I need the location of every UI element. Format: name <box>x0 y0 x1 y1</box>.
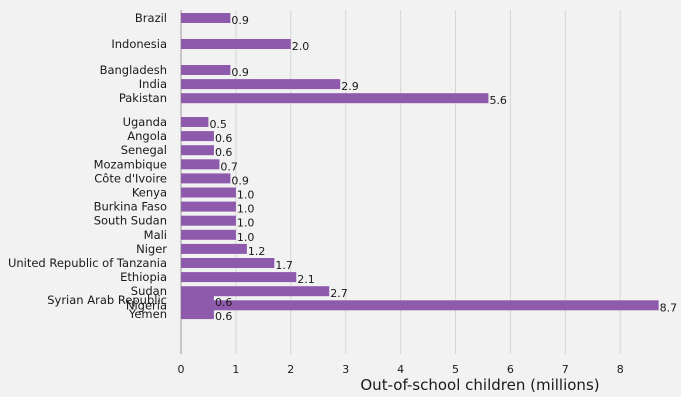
category-label: Mozambique <box>94 157 167 171</box>
data-label: 1.0 <box>237 231 255 244</box>
bar <box>181 79 341 90</box>
category-label: Burkina Faso <box>94 200 167 214</box>
x-tick-label: 5 <box>452 363 459 376</box>
data-label: 0.6 <box>215 132 233 145</box>
category-label: Yemen <box>128 307 167 321</box>
x-axis-title: Out-of-school children (millions) <box>360 376 599 394</box>
bar <box>181 131 214 142</box>
data-label: 0.7 <box>220 160 238 173</box>
bar <box>181 201 236 212</box>
category-label: Sudan <box>131 284 167 298</box>
bar <box>181 243 247 254</box>
data-label: 0.6 <box>215 296 233 309</box>
category-label: Nigeria <box>126 298 167 312</box>
x-tick-label: 2 <box>287 363 294 376</box>
category-label: India <box>139 77 167 91</box>
category-label: Uganda <box>123 115 167 129</box>
category-label: Angola <box>127 129 167 143</box>
bar <box>181 145 214 156</box>
data-label: 0.5 <box>209 118 227 131</box>
category-label: Brazil <box>135 11 167 25</box>
bar <box>181 258 275 268</box>
x-tick-label: 4 <box>397 363 404 376</box>
bar <box>181 173 231 184</box>
category-label: Kenya <box>132 186 167 200</box>
data-label: 5.6 <box>489 94 507 107</box>
x-tick-label: 7 <box>562 363 569 376</box>
category-label: Indonesia <box>111 37 167 51</box>
data-label: 8.7 <box>660 301 678 314</box>
category-label: Côte d'Ivoire <box>94 171 167 185</box>
bar <box>181 295 214 305</box>
bar <box>181 117 209 127</box>
bar <box>181 39 291 49</box>
data-label: 2.0 <box>292 40 310 53</box>
data-label: 2.1 <box>297 273 315 286</box>
gridlines <box>180 10 621 354</box>
bar <box>181 159 220 170</box>
bar <box>181 187 236 198</box>
bars <box>181 13 659 320</box>
category-label: Syrian Arab Republic <box>47 293 167 307</box>
data-label: 1.0 <box>237 217 255 230</box>
category-label: Senegal <box>121 143 167 157</box>
bar <box>181 229 236 240</box>
bar <box>181 272 297 283</box>
data-label: 1.0 <box>237 189 255 202</box>
x-tick-label: 1 <box>232 363 239 376</box>
data-label: 0.9 <box>231 174 249 187</box>
category-label: Ethiopia <box>120 270 167 284</box>
data-label: 0.6 <box>215 310 233 323</box>
category-label: Niger <box>136 242 167 256</box>
data-label: 1.2 <box>248 245 266 258</box>
data-label: 0.6 <box>215 146 233 159</box>
x-tick-label: 8 <box>617 363 624 376</box>
bar <box>181 309 214 320</box>
data-label: 0.9 <box>231 14 249 27</box>
bar <box>181 13 231 23</box>
value-labels: 0.92.00.92.95.60.50.60.60.70.91.01.01.01… <box>209 14 677 323</box>
bar <box>181 300 659 311</box>
data-label: 1.7 <box>275 259 293 272</box>
data-label: 1.0 <box>237 203 255 216</box>
x-tick-label: 0 <box>178 363 185 376</box>
x-axis-ticks: 0 1 2 3 4 5 6 7 8 <box>178 363 624 376</box>
x-tick-label: 6 <box>507 363 514 376</box>
bar <box>181 215 236 226</box>
category-label: South Sudan <box>94 214 167 228</box>
bar <box>181 93 489 104</box>
x-tick-label: 3 <box>342 363 349 376</box>
data-label: 2.9 <box>341 80 359 93</box>
category-label: United Republic of Tanzania <box>8 256 167 270</box>
category-label: Pakistan <box>119 91 167 105</box>
bar <box>181 286 330 297</box>
data-label: 0.9 <box>231 66 249 79</box>
category-label: Bangladesh <box>100 63 167 77</box>
bar <box>181 65 231 75</box>
data-label: 2.7 <box>330 287 348 300</box>
category-label: Mali <box>144 228 167 242</box>
